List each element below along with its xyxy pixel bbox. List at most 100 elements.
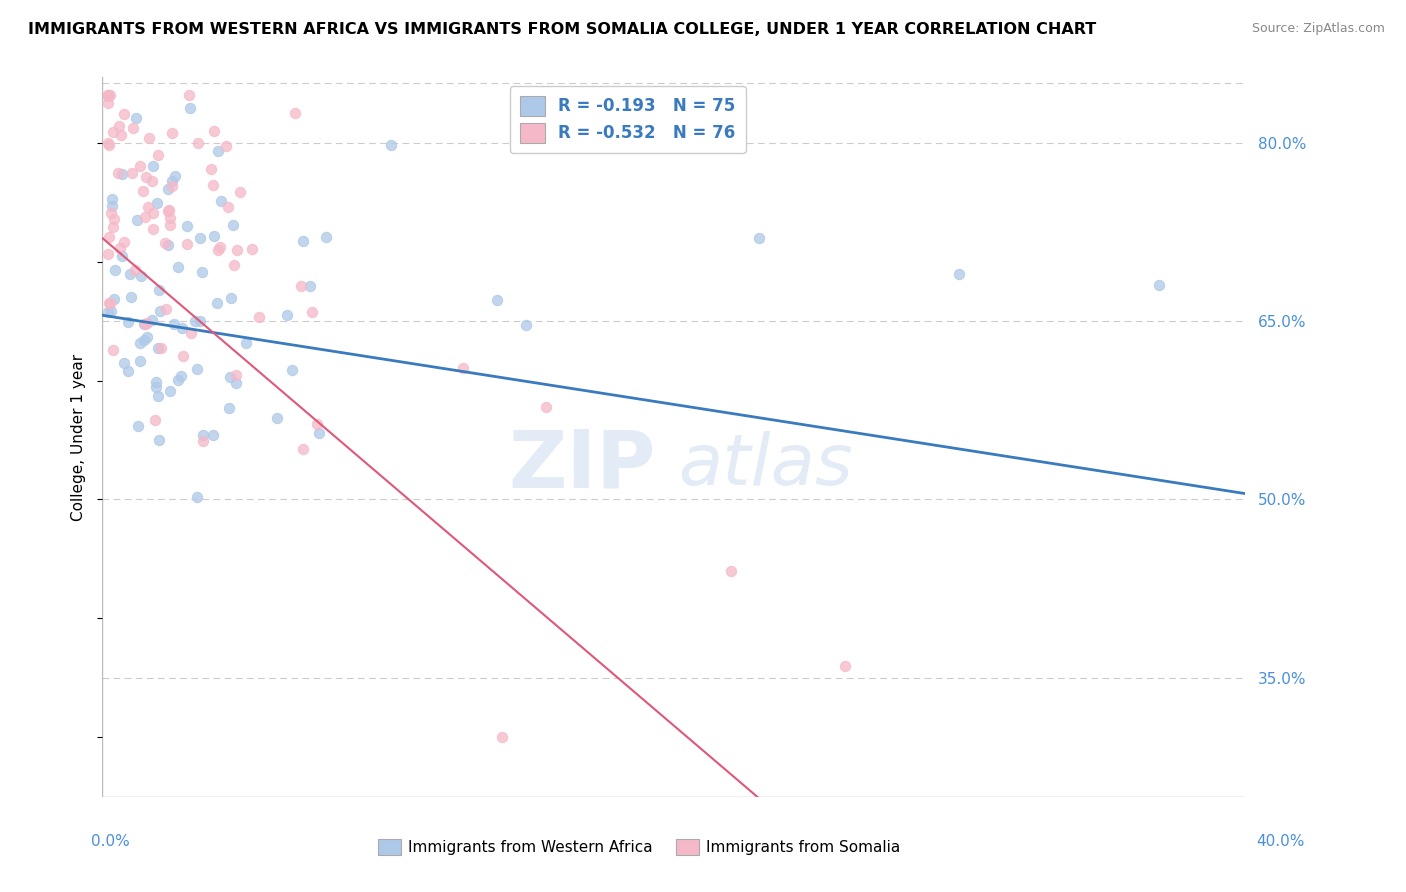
Point [117,364,139,378]
Point [748,231,770,245]
Point [141,174,163,188]
Point [159,384,181,399]
Point [145,380,167,394]
Text: ZIP: ZIP [509,427,655,505]
Point [193,434,215,449]
Point [149,341,172,355]
Point [299,279,322,293]
Point [120,267,142,281]
Point [240,242,263,256]
Point [97,305,120,319]
Point [148,434,170,448]
Point [103,220,125,235]
Point [149,303,172,318]
Point [207,244,229,258]
Point [176,237,198,252]
Point [276,308,298,322]
Point [157,204,180,219]
Point [720,564,742,578]
Point [307,417,329,431]
Point [218,401,240,415]
Point [153,236,176,251]
Point [103,292,125,306]
Point [165,169,187,183]
Point [204,229,226,244]
Point [186,490,208,504]
Point [143,413,166,427]
Y-axis label: College, Under 1 year: College, Under 1 year [72,353,86,521]
Point [451,360,474,375]
Point [111,249,134,263]
Point [117,315,139,329]
Point [159,211,181,225]
Point [167,260,190,274]
Point [135,316,157,330]
Point [135,169,157,184]
Point [834,659,856,673]
Point [205,295,228,310]
Point [219,370,242,384]
Point [101,192,124,206]
Point [97,88,120,103]
Point [128,336,150,351]
Point [97,230,120,244]
Point [129,354,152,368]
Point [159,218,181,232]
Point [486,293,509,307]
Point [208,240,231,254]
Point [138,200,160,214]
Point [100,303,122,318]
Point [380,137,402,152]
Point [98,88,121,103]
Point [97,246,120,260]
Point [266,410,288,425]
Point [247,310,270,324]
Point [1147,278,1170,293]
Point [160,126,183,140]
Point [315,230,337,244]
Point [142,205,165,219]
Point [134,317,156,331]
Point [183,314,205,328]
Point [308,426,330,441]
Point [103,212,125,227]
Point [172,321,194,335]
Point [290,278,312,293]
Point [162,317,184,331]
Point [97,136,120,151]
Point [222,218,245,232]
Point [202,124,225,138]
Point [948,267,970,281]
Point [127,418,149,433]
Point [191,428,214,442]
Point [291,442,314,456]
Point [170,369,193,384]
Point [534,400,557,414]
Point [186,362,208,376]
Point [280,362,302,376]
Point [108,241,131,255]
Point [156,238,179,252]
Point [176,219,198,233]
Point [97,88,120,103]
Point [187,136,209,150]
Point [191,265,214,279]
Point [134,333,156,347]
Point [157,202,180,217]
Point [138,131,160,145]
Point [188,231,211,245]
Point [217,200,239,214]
Point [136,330,159,344]
Point [125,213,148,227]
Text: 0.0%: 0.0% [91,834,131,848]
Point [146,341,169,355]
Point [155,302,177,317]
Point [229,186,252,200]
Point [225,368,247,382]
Point [491,731,513,745]
Point [157,182,180,196]
Text: IMMIGRANTS FROM WESTERN AFRICA VS IMMIGRANTS FROM SOMALIA COLLEGE, UNDER 1 YEAR : IMMIGRANTS FROM WESTERN AFRICA VS IMMIGR… [28,22,1097,37]
Point [301,304,323,318]
Point [219,291,242,305]
Point [235,335,257,350]
